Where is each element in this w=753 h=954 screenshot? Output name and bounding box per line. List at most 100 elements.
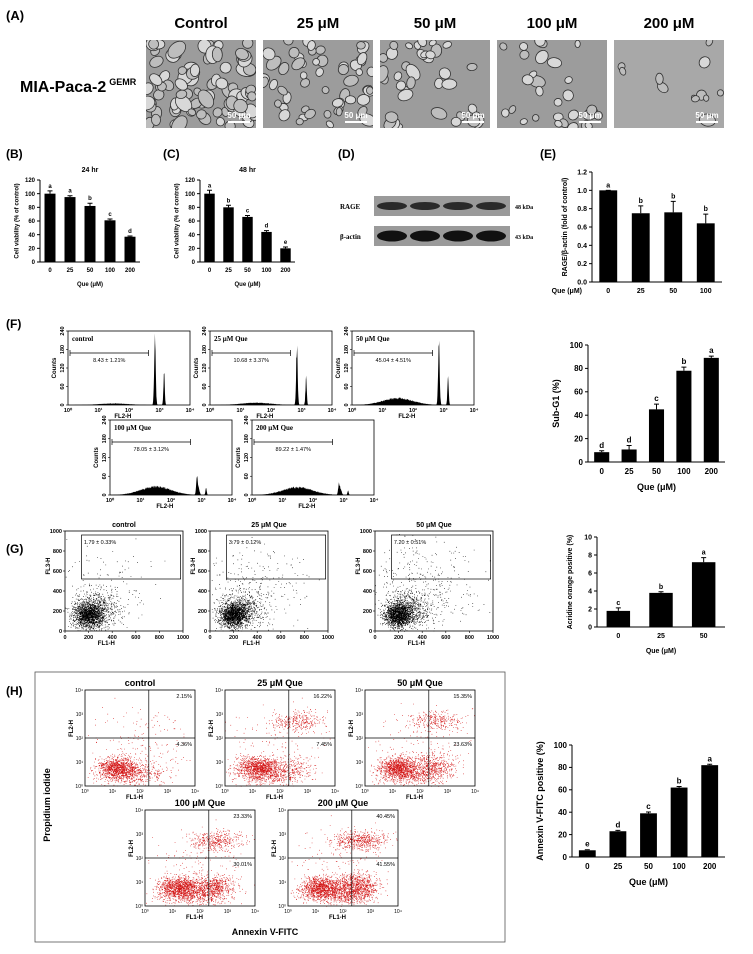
histogram-trace — [352, 340, 474, 405]
plot-frame — [374, 530, 494, 632]
plot-title: 100 μM Que — [175, 798, 226, 808]
y-tick-label: 10 — [584, 534, 592, 541]
panel-label: (F) — [6, 317, 21, 331]
y-tick-label: 10² — [356, 736, 364, 742]
significance-letter: e — [284, 240, 288, 246]
x-tick-label: 0 — [208, 268, 212, 274]
y-tick-label: 60 — [244, 473, 250, 479]
cell — [215, 117, 225, 127]
bar — [691, 562, 716, 627]
error-bar — [676, 785, 682, 788]
plot-frame — [64, 530, 184, 632]
cell — [283, 40, 294, 46]
y-tick-label: 20 — [28, 246, 35, 252]
y-tick-label: 60 — [28, 219, 35, 225]
bar — [696, 223, 715, 282]
x-axis-label: FL1-H — [98, 641, 115, 647]
histogram-trace — [252, 482, 374, 495]
cell — [393, 71, 403, 81]
significance-letter: d — [627, 436, 632, 445]
x-tick-label: 10² — [409, 407, 417, 414]
x-tick-label: 10² — [167, 497, 175, 504]
error-bar — [708, 355, 714, 358]
x-axis-label: FL1-H — [408, 641, 425, 647]
y-tick-label: 180 — [202, 345, 208, 354]
y-tick-label: 800 — [53, 549, 62, 555]
bar — [104, 220, 116, 262]
significance-letter: c — [616, 600, 620, 607]
y-tick-label: 0 — [202, 403, 208, 406]
column-header: 200 μM — [644, 15, 695, 32]
x-tick-label: 10¹ — [312, 909, 320, 915]
bar — [649, 592, 673, 627]
x-tick-label: 10⁴ — [394, 909, 402, 915]
y-axis-label: Counts — [94, 447, 100, 468]
cell — [567, 109, 579, 121]
chart-title: 48 hr — [239, 167, 256, 174]
y-tick-label: 1.2 — [577, 169, 587, 176]
gate-value: 7.20 ± 0.51% — [394, 540, 426, 546]
panel-frame — [34, 671, 506, 943]
x-tick-label: 10³ — [304, 789, 312, 795]
bar — [84, 205, 96, 262]
cell — [705, 40, 714, 47]
x-tick-label: 25 — [657, 633, 665, 640]
y-tick-label: 10³ — [356, 712, 364, 718]
cell — [405, 42, 413, 50]
y-tick-label: 240 — [102, 415, 108, 424]
x-tick-label: 25 — [67, 268, 74, 274]
cell — [508, 105, 517, 114]
x-axis-label: FL2-H — [114, 414, 131, 420]
x-tick-label: 25 — [613, 862, 622, 871]
row-label-main: MIA-Paca-2 — [20, 79, 106, 96]
cell — [519, 49, 530, 60]
y-tick-label: 400 — [363, 589, 372, 595]
x-tick-label: 100 — [672, 862, 686, 871]
y-axis-title: Propidium iodide — [42, 768, 52, 842]
panel-label: (B) — [6, 147, 23, 161]
x-tick-label: 25 — [625, 467, 634, 476]
y-tick-label: 10⁰ — [278, 904, 286, 910]
x-tick-label: 10² — [136, 789, 144, 795]
y-tick-label: 0 — [344, 403, 350, 406]
cell — [263, 76, 269, 89]
y-tick-label: 1.0 — [577, 188, 587, 195]
error-bar — [701, 557, 707, 563]
x-tick-label: 10⁰ — [81, 789, 89, 795]
cell — [189, 63, 200, 77]
band-size: 43 kDa — [515, 235, 533, 241]
cell — [691, 95, 700, 103]
x-tick-label: 10¹ — [389, 789, 397, 795]
error-bar — [67, 195, 73, 198]
cell — [535, 85, 544, 97]
y-tick-label: 80 — [28, 205, 35, 211]
y-tick-label: 240 — [202, 326, 208, 335]
cell — [269, 79, 278, 91]
y-axis-label: FL2-H — [209, 720, 215, 737]
gate-value: 89.22 ± 1.47% — [276, 447, 312, 453]
cell — [359, 113, 373, 127]
histogram-label: 200 μM Que — [256, 424, 293, 432]
y-tick-label: 100 — [25, 192, 36, 198]
cell — [521, 74, 534, 86]
y-tick-label: 10⁰ — [75, 784, 83, 790]
scale-bar-label: 50 μm — [578, 111, 601, 120]
bar — [261, 231, 272, 262]
x-tick-label: 10¹ — [379, 407, 387, 414]
x-axis-label: FL2-H — [156, 504, 173, 510]
blot-band — [410, 230, 440, 242]
histogram-label: control — [72, 335, 93, 343]
cell — [425, 50, 436, 60]
blot-strip — [374, 226, 510, 246]
cell — [380, 53, 388, 63]
scale-bar-label: 50 μm — [344, 111, 367, 120]
x-axis-label: FL2-H — [256, 414, 273, 420]
y-tick-label: 240 — [344, 326, 350, 335]
x-axis-label: FL1-H — [126, 795, 143, 801]
cell — [553, 98, 563, 107]
cell — [295, 118, 304, 126]
y-tick-label: 600 — [363, 569, 372, 575]
dot-cloud — [290, 815, 398, 907]
cell — [417, 40, 427, 47]
cell — [499, 42, 508, 51]
